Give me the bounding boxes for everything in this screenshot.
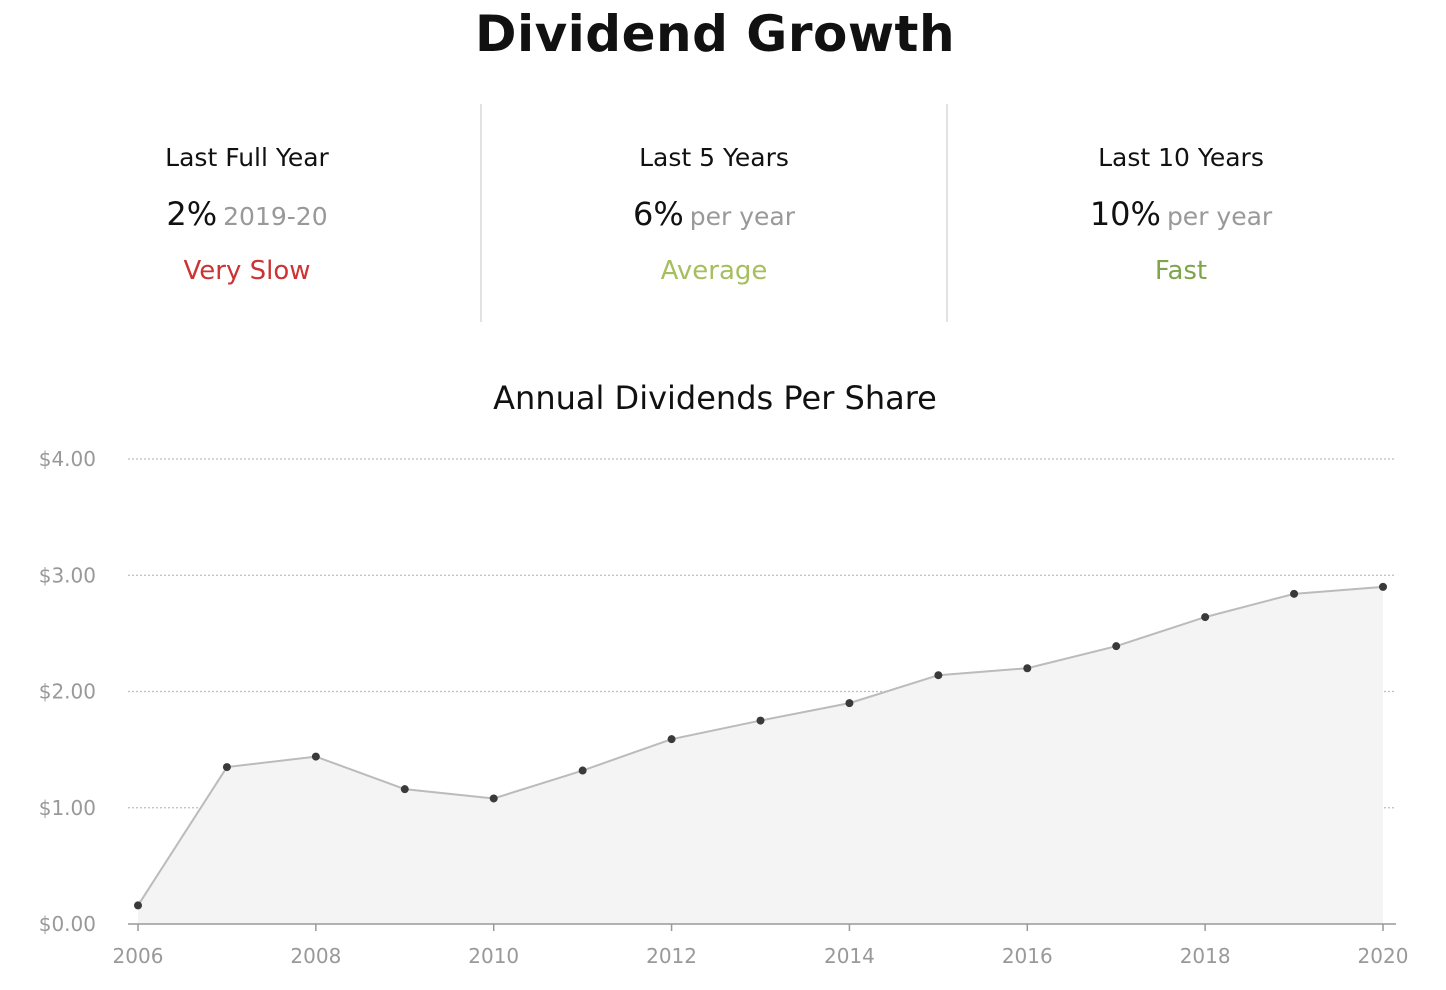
stat-label: Last Full Year [165,143,329,172]
stat-last-5-years: Last 5 Years 6% per year Average [481,104,947,322]
data-point [1201,613,1210,622]
stat-subtext: per year [1166,202,1273,231]
x-tick-label: 2006 [113,944,164,968]
divider [480,104,482,322]
y-tick-label: $2.00 [39,680,96,704]
stat-label: Last 10 Years [1098,143,1264,172]
stat-value: 6% [632,195,684,233]
x-tick-label: 2016 [1002,944,1053,968]
data-point [489,794,498,803]
data-point [1023,664,1032,673]
growth-stats-panel: Last Full Year 2% 2019-20 Very Slow Last … [14,104,1414,322]
stat-last-10-years: Last 10 Years 10% per year Fast [948,104,1414,322]
stat-last-full-year: Last Full Year 2% 2019-20 Very Slow [14,104,480,322]
x-tick-label: 2012 [646,944,697,968]
divider [946,104,948,322]
chart-title: Annual Dividends Per Share [493,379,937,417]
stat-value: 2% [166,195,218,233]
x-tick-label: 2018 [1180,944,1231,968]
page-title: Dividend Growth [474,5,956,63]
stat-rating: Very Slow [183,256,311,286]
data-point [756,716,765,725]
y-tick-label: $1.00 [39,796,96,820]
data-point [1379,582,1387,591]
x-tick-label: 2014 [824,944,875,968]
stat-label: Last 5 Years [639,143,789,172]
y-tick-label: $3.00 [39,563,96,587]
x-tick-label: 2020 [1358,944,1409,968]
y-tick-label: $0.00 [39,912,96,936]
stat-rating: Average [660,256,768,286]
data-point [134,901,142,910]
data-point [222,763,231,772]
data-point [667,735,676,744]
stat-subtext: per year [689,202,795,231]
data-point [400,785,409,794]
data-point [845,699,854,708]
data-point [934,671,943,680]
area-fill [138,586,1383,924]
stat-subtext: 2019-20 [223,202,328,231]
x-tick-label: 2010 [468,944,519,968]
x-tick-label: 2008 [290,944,341,968]
stat-rating: Fast [1154,256,1208,286]
y-tick-label: $4.00 [39,447,96,471]
data-point [578,766,587,775]
data-point [1112,642,1121,651]
data-point [311,752,320,761]
data-point [1290,589,1299,598]
stat-value: 10% [1089,195,1161,233]
